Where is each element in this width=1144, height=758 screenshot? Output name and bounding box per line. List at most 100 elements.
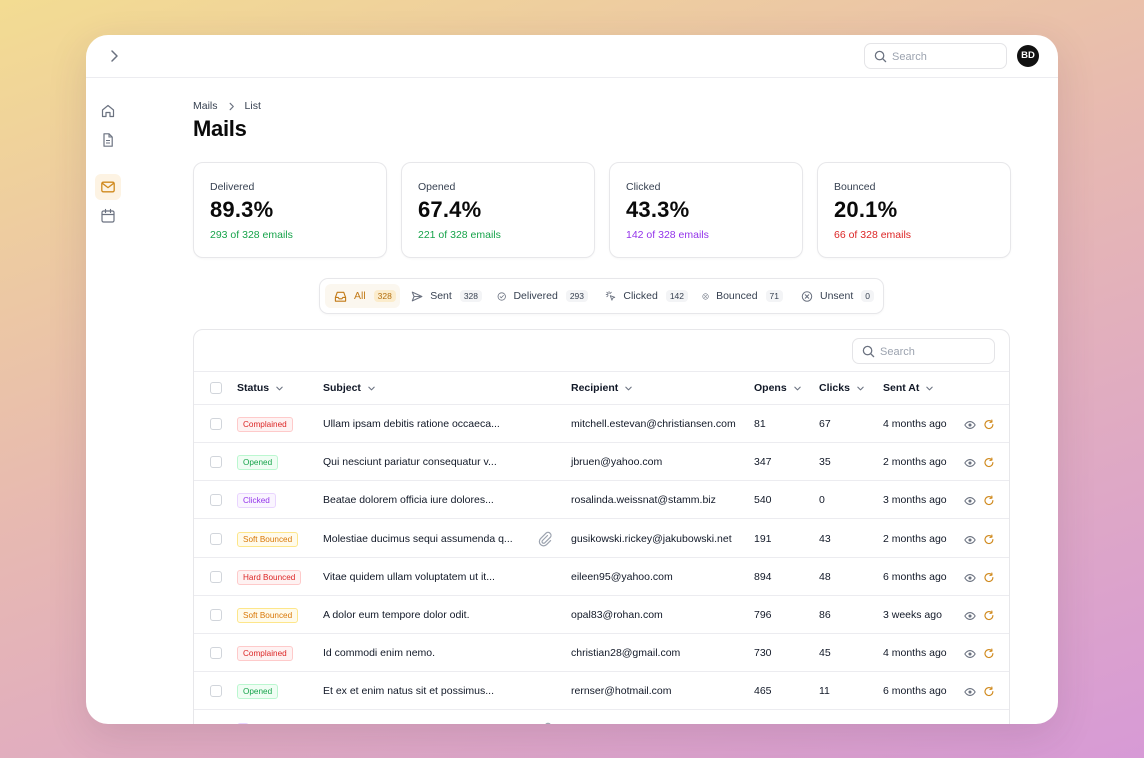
view-button[interactable] [964, 571, 976, 583]
column-header-status[interactable]: Status [237, 382, 284, 394]
table-row[interactable]: Complained Id commodi enim nemo. christian… [194, 634, 1009, 673]
row-checkbox[interactable] [210, 685, 222, 698]
clicks-cell: 43 [819, 532, 831, 545]
opens-cell: 465 [754, 685, 772, 698]
home-icon [101, 104, 115, 118]
table-row[interactable] [194, 711, 1009, 724]
sidebar-item-mails[interactable] [95, 174, 121, 200]
eye-icon [964, 612, 976, 620]
sidebar-item-documents[interactable] [95, 127, 121, 153]
table-row[interactable]: Complained Ullam ipsam debitis ratione oc… [194, 405, 1009, 443]
cursor-click-icon [605, 290, 616, 301]
recipient-cell: rernser@hotmail.com [571, 685, 672, 698]
select-all-checkbox[interactable] [210, 382, 222, 394]
view-button[interactable] [964, 456, 976, 468]
column-header-clicks[interactable]: Clicks [819, 382, 865, 394]
status-badge [237, 722, 249, 724]
subject-cell: Vitae quidem ullam voluptatem ut it... [323, 570, 495, 583]
filter-tab-label: Delivered [513, 290, 558, 302]
row-checkbox[interactable] [210, 609, 222, 621]
resend-button[interactable] [983, 494, 995, 506]
global-search-input[interactable] [892, 48, 1000, 65]
eye-icon [964, 535, 976, 544]
table-row[interactable]: Clicked Beatae dolorem officia iure dolor… [194, 481, 1009, 520]
status-badge: Soft Bounced [237, 531, 299, 547]
resend-icon [984, 457, 994, 468]
status-badge: Hard Bounced [237, 569, 302, 585]
table-search-input[interactable] [880, 343, 988, 360]
stat-value: 43.3% [626, 197, 690, 222]
resend-button[interactable] [983, 685, 995, 697]
table-row[interactable]: Soft Bounced Molestiae ducimus sequi assu… [194, 520, 1009, 558]
resend-button[interactable] [983, 647, 995, 659]
recipient-cell: christian28@gmail.com [571, 647, 681, 660]
subject-cell: Id commodi enim nemo. [323, 647, 436, 660]
filter-tab-count: 142 [665, 290, 688, 302]
clicks-cell: 86 [819, 609, 831, 621]
table-row[interactable]: Opened Qui nesciunt pariatur consequatur … [194, 443, 1009, 482]
row-checkbox[interactable] [210, 647, 222, 660]
sent-at-cell: 2 months ago [883, 456, 947, 469]
expand-sidebar-button[interactable] [106, 48, 122, 64]
opens-cell: 730 [754, 647, 772, 660]
sidebar-item-calendar[interactable] [95, 203, 121, 229]
attachment-indicator [537, 531, 553, 547]
filter-tabs: All 328 Sent 328 Delivered 293 Clicked 1… [319, 278, 884, 314]
filter-tab-count: 328 [459, 290, 482, 302]
resend-button[interactable] [983, 533, 995, 545]
filter-tab-unsent[interactable]: Unsent 0 [792, 284, 874, 308]
column-header-recipient[interactable]: Recipient [571, 382, 633, 394]
user-avatar[interactable]: BD [1017, 45, 1039, 67]
search-icon [874, 50, 887, 63]
filter-tab-delivered[interactable]: Delivered 293 [488, 284, 588, 308]
table-search[interactable] [852, 338, 995, 364]
filter-tab-bounced[interactable]: Bounced 71 [693, 284, 783, 308]
resend-button[interactable] [983, 571, 995, 583]
stat-value: 20.1% [834, 197, 898, 222]
row-checkbox[interactable] [210, 532, 222, 545]
view-button[interactable] [964, 533, 976, 545]
opens-cell: 191 [754, 532, 772, 545]
row-checkbox[interactable] [210, 418, 222, 430]
chevron-right-icon [229, 102, 234, 110]
table-row[interactable]: Hard Bounced Vitae quidem ullam voluptate… [194, 558, 1009, 596]
global-search[interactable] [864, 43, 1007, 69]
sent-at-cell: 4 months ago [883, 647, 947, 660]
recipient-cell: mitchell.estevan@christiansen.com [571, 418, 736, 430]
stat-subtext: 142 of 328 emails [626, 229, 709, 241]
filter-tab-sent[interactable]: Sent 328 [402, 284, 482, 308]
chevron-down-icon [793, 386, 801, 390]
resend-button[interactable] [983, 609, 995, 621]
status-badge: Clicked [237, 493, 276, 509]
sidebar-item-home[interactable] [95, 98, 121, 124]
column-header-subject[interactable]: Subject [323, 382, 376, 394]
filter-tab-all[interactable]: All 328 [325, 284, 400, 308]
stat-card-bounced: Bounced 20.1% 66 of 328 emails [817, 162, 1011, 258]
column-header-sent-at[interactable]: Sent At [883, 382, 934, 394]
breadcrumb-root[interactable]: Mails [193, 100, 218, 112]
sent-at-cell: 2 months ago [883, 532, 947, 545]
status-badge: Complained [237, 646, 293, 662]
filter-tab-clicked[interactable]: Clicked 142 [596, 284, 688, 308]
view-button[interactable] [964, 647, 976, 659]
column-header-opens[interactable]: Opens [754, 382, 802, 394]
row-checkbox[interactable] [210, 570, 222, 583]
row-checkbox[interactable] [210, 494, 222, 507]
stat-subtext: 66 of 328 emails [834, 229, 912, 241]
table-row[interactable]: Opened Et ex et enim natus sit et possimu… [194, 672, 1009, 711]
resend-button[interactable] [983, 418, 995, 430]
mail-icon [101, 181, 115, 193]
eye-icon [964, 650, 976, 659]
view-button[interactable] [964, 685, 976, 697]
view-button[interactable] [964, 494, 976, 506]
recipient-cell: jbruen@yahoo.com [571, 456, 663, 469]
status-badge: Opened [237, 455, 279, 471]
view-button[interactable] [964, 418, 976, 430]
table-row[interactable]: Soft Bounced A dolor eum tempore dolor od… [194, 596, 1009, 634]
sent-at-cell: 4 months ago [883, 418, 947, 430]
resend-button[interactable] [983, 456, 995, 468]
filter-tab-label: Bounced [716, 290, 758, 302]
view-button[interactable] [964, 609, 976, 621]
chevron-down-icon [926, 386, 934, 390]
row-checkbox[interactable] [210, 456, 222, 469]
